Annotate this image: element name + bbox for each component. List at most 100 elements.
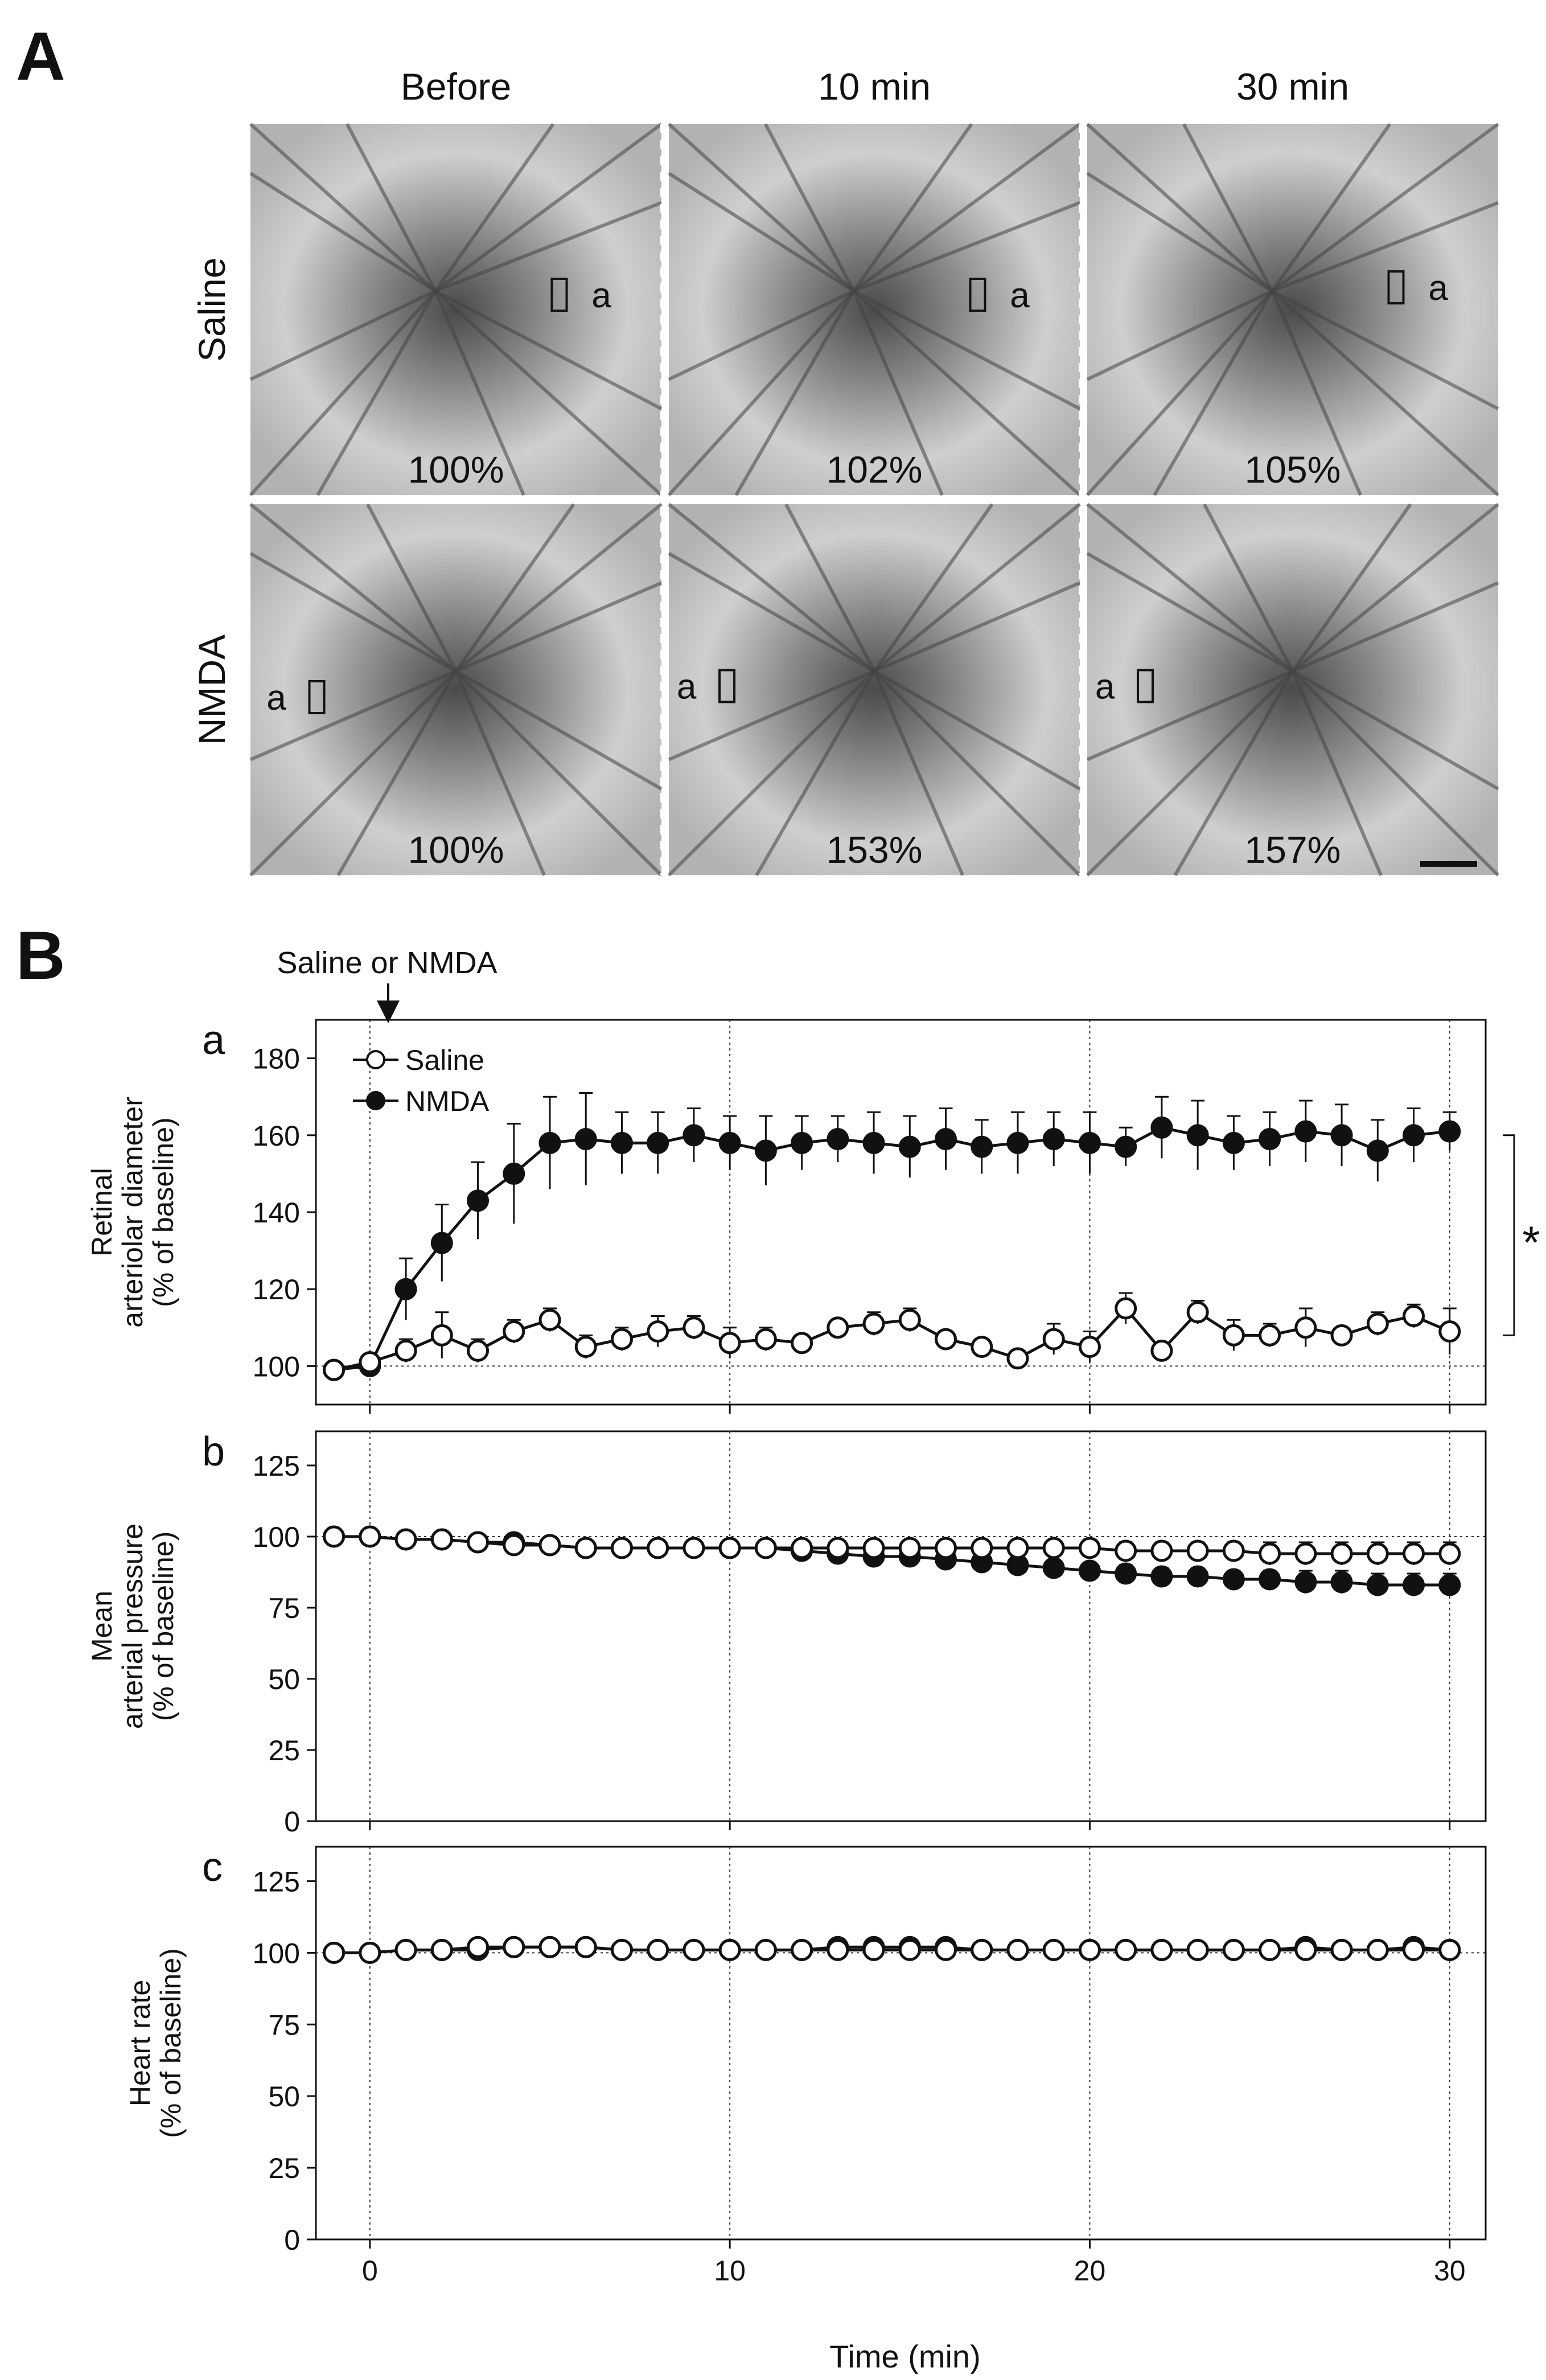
data-point (1150, 1565, 1173, 1588)
retinal-vessel (873, 503, 1081, 673)
retinal-vessel (316, 290, 437, 496)
data-point (1403, 1124, 1425, 1147)
roi-box (718, 669, 736, 703)
data-point (971, 1938, 993, 1961)
series-line (334, 1535, 1450, 1555)
y-tick-label: 160 (253, 1120, 300, 1152)
data-point (1115, 1135, 1137, 1158)
retinal-vessel (249, 289, 437, 381)
retinal-vessel (434, 123, 555, 293)
data-point (1438, 1120, 1461, 1143)
y-tick-label: 125 (253, 1866, 300, 1897)
y-axis-label: arterial pressure (117, 1523, 149, 1729)
retinal-vessel (853, 201, 1081, 293)
series-nmda (323, 1525, 1461, 1596)
retinal-vessel (1153, 290, 1274, 496)
retinal-vessel (434, 201, 663, 293)
data-point (718, 1332, 741, 1354)
data-point (1366, 1312, 1389, 1335)
retinal-vessel (1173, 670, 1294, 876)
diameter-percent: 100% (408, 448, 504, 491)
diameter-percent: 153% (827, 829, 923, 871)
data-point (1078, 1537, 1101, 1559)
fundus-image-grid: Before 10 min 30 min Saline a 100% a 102% a 105% N… (191, 65, 1500, 877)
data-point (574, 1336, 597, 1358)
series-saline (323, 1292, 1461, 1381)
data-point (1330, 1938, 1353, 1961)
panel-letter: a (202, 1018, 225, 1063)
data-point (503, 1534, 525, 1557)
data-point (430, 1938, 453, 1961)
data-point (1150, 1938, 1173, 1961)
data-point (827, 1537, 849, 1559)
data-point (1042, 1328, 1065, 1350)
retinal-vessel (454, 503, 575, 673)
retinal-vessel (1086, 669, 1294, 761)
retinal-vessel (455, 581, 663, 673)
retinal-vessel (454, 670, 663, 877)
y-tick-label: 100 (253, 1350, 300, 1382)
data-point (1042, 1537, 1065, 1559)
data-point (538, 1534, 561, 1557)
legend-label: Saline (405, 1044, 484, 1076)
significance-star: * (1522, 1217, 1540, 1268)
data-point (1366, 1938, 1389, 1961)
data-point (1294, 1542, 1317, 1565)
data-point (610, 1537, 633, 1559)
data-point (503, 1936, 525, 1958)
retinal-vessel (455, 669, 663, 790)
vessel-label: a (591, 276, 611, 315)
data-point (1222, 1131, 1245, 1154)
data-point (1403, 1305, 1425, 1328)
retinal-vessel (873, 670, 964, 876)
retinal-vessel (249, 670, 458, 877)
data-point (1438, 1938, 1461, 1961)
data-point (574, 1128, 597, 1151)
data-point (359, 1941, 381, 1964)
roi-box (1387, 270, 1405, 304)
data-point (1006, 1537, 1029, 1559)
chart-c: 0 25 50 75 100 125 0 10 20 30 c Heart rate(% of bas… (124, 1844, 1487, 2287)
retinal-vessel (346, 123, 437, 292)
data-point (1222, 1938, 1245, 1961)
data-point (935, 1537, 957, 1559)
retinal-vessel (1270, 123, 1392, 293)
data-point (574, 1537, 597, 1559)
data-point (791, 1332, 813, 1354)
data-point (718, 1131, 741, 1154)
fundus-image (250, 504, 661, 875)
data-point (574, 1936, 597, 1958)
y-axis-label: (% of baseline) (147, 1117, 179, 1307)
retinal-vessel (873, 581, 1081, 673)
data-point (862, 1938, 885, 1961)
retinal-vessel (1292, 503, 1499, 673)
data-point (1330, 1324, 1353, 1347)
data-point (430, 1324, 453, 1347)
retinal-vessel (734, 290, 856, 496)
data-point (467, 1189, 490, 1212)
data-point (1330, 1124, 1353, 1147)
legend-label: NMDA (405, 1085, 490, 1117)
y-axis-label: (% of baseline) (147, 1531, 179, 1722)
data-point (1259, 1542, 1281, 1565)
data-point (791, 1938, 813, 1961)
x-axis-label: Time (min) (829, 2338, 980, 2374)
retinal-vessel (434, 289, 663, 410)
legend-marker (366, 1050, 385, 1069)
y-axis-label: Heart rate (124, 1980, 156, 2106)
retinal-vessel (249, 172, 437, 293)
column-header: 10 min (818, 65, 931, 108)
data-point (1330, 1571, 1353, 1593)
vessel-label: a (677, 667, 697, 706)
data-point (1403, 1574, 1425, 1596)
data-point (1294, 1571, 1317, 1593)
data-point (862, 1312, 885, 1335)
data-point (754, 1139, 777, 1162)
data-point (1115, 1297, 1137, 1320)
fundus-image (1087, 504, 1498, 875)
data-point (1366, 1139, 1389, 1162)
y-tick-label: 0 (284, 2224, 300, 2256)
retinal-vessel (454, 670, 546, 876)
